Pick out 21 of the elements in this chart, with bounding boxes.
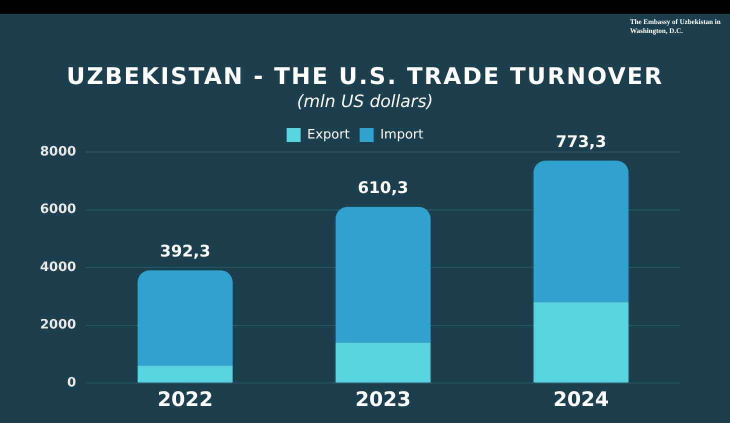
x-tick-label: 2024 bbox=[553, 387, 609, 412]
y-tick-label: 2000 bbox=[40, 318, 76, 333]
bar bbox=[534, 160, 629, 302]
annotation: 773,3 bbox=[556, 132, 606, 151]
annotation: 610,3 bbox=[358, 178, 408, 198]
legend-label: Export bbox=[307, 127, 350, 142]
bar bbox=[336, 206, 431, 343]
y-tick-label: 6000 bbox=[40, 202, 76, 218]
bar bbox=[336, 342, 431, 382]
chart-subtitle: (mln US dollars) bbox=[296, 92, 434, 112]
y-tick-label: 8000 bbox=[40, 144, 76, 160]
y-tick-label: 4000 bbox=[40, 260, 76, 275]
bar bbox=[138, 270, 233, 366]
chart-title: UZBEKISTAN - THE U.S. TRADE TURNOVER bbox=[66, 64, 664, 90]
x-tick-label: 2023 bbox=[355, 387, 411, 412]
annotation: 392,3 bbox=[160, 242, 210, 261]
y-tick-label: 0 bbox=[67, 375, 76, 390]
x-tick-label: 2022 bbox=[157, 387, 213, 412]
legend-label: Import bbox=[380, 127, 424, 142]
bar bbox=[138, 366, 233, 382]
bar bbox=[534, 302, 629, 382]
